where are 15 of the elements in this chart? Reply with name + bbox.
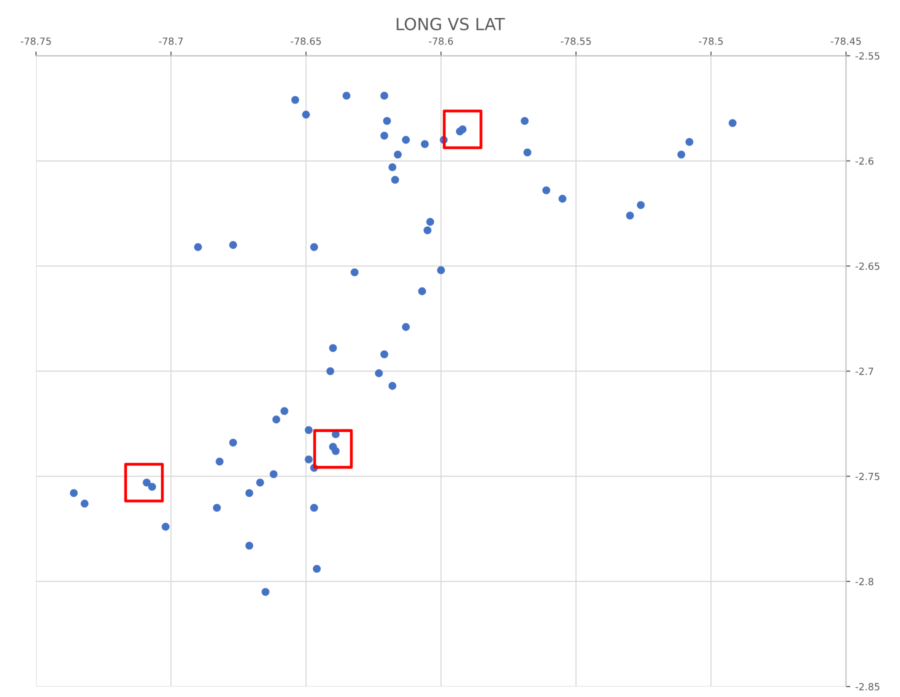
x-tick-label: -78.7 — [158, 37, 183, 45]
y-tick-label: -2.65 — [856, 262, 880, 270]
x-tick-label: -78.65 — [290, 37, 321, 45]
x-tick-label: -78.75 — [20, 37, 51, 45]
chart-title: LONG VS LAT — [396, 18, 505, 30]
x-tick-label: -78.5 — [698, 37, 723, 45]
y-tick-label: -2.85 — [856, 683, 880, 690]
y-tick-label: -2.75 — [856, 472, 880, 480]
y-tick-label: -2.7 — [856, 368, 874, 375]
y-tick-label: -2.55 — [856, 52, 880, 60]
y-tick-label: -2.6 — [856, 157, 874, 165]
x-tick-label: -78.45 — [830, 37, 861, 45]
x-tick-label: -78.55 — [560, 37, 591, 45]
y-tick-label: -2.8 — [856, 578, 874, 586]
x-tick-label: -78.6 — [428, 37, 453, 45]
